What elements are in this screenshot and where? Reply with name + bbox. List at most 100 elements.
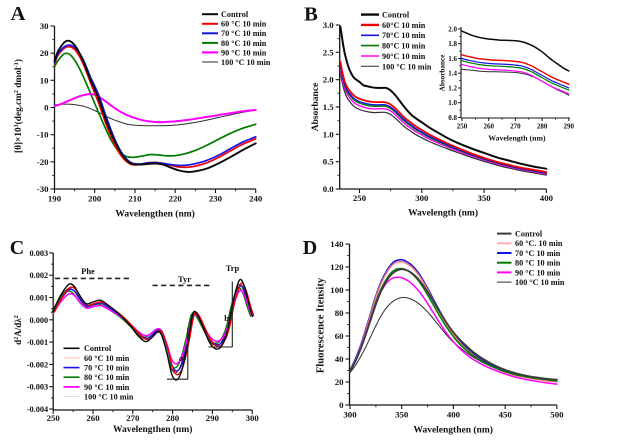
svg-text:280: 280 <box>537 123 548 131</box>
svg-text:120: 120 <box>330 262 344 272</box>
svg-text:200: 200 <box>88 194 102 204</box>
svg-text:Wavelengthen (nm): Wavelengthen (nm) <box>113 424 192 435</box>
svg-text:60 °C 10 min: 60 °C 10 min <box>84 354 130 363</box>
svg-text:80: 80 <box>335 308 344 318</box>
svg-text:260: 260 <box>483 123 494 131</box>
svg-text:100 °C 10 min: 100 °C 10 min <box>221 58 271 67</box>
svg-text:2.0: 2.0 <box>323 75 335 85</box>
svg-text:80 °C 10 min: 80 °C 10 min <box>515 259 561 268</box>
svg-text:400: 400 <box>540 193 554 203</box>
svg-text:70 °C 10 min: 70 °C 10 min <box>515 249 561 258</box>
svg-text:90°C 10 min: 90°C 10 min <box>382 52 426 61</box>
svg-text:Fluorescence Itensity: Fluorescence Itensity <box>316 277 327 373</box>
svg-text:250: 250 <box>457 123 468 131</box>
svg-text:250: 250 <box>353 193 367 203</box>
svg-text:350: 350 <box>395 410 409 420</box>
svg-text:30: 30 <box>40 21 49 31</box>
svg-text:Wavelength (nm): Wavelength (nm) <box>488 134 546 143</box>
svg-text:40: 40 <box>335 354 344 364</box>
svg-text:70 °C 10 min: 70 °C 10 min <box>221 29 267 38</box>
svg-text:Wavelengthen (nm): Wavelengthen (nm) <box>413 425 492 436</box>
svg-text:Control: Control <box>221 10 249 19</box>
svg-text:300: 300 <box>415 193 429 203</box>
svg-text:3.0: 3.0 <box>323 20 335 30</box>
svg-text:-10: -10 <box>37 130 49 140</box>
svg-text:300: 300 <box>246 413 260 423</box>
svg-text:140: 140 <box>330 239 344 249</box>
svg-text:280: 280 <box>166 413 180 423</box>
svg-text:500: 500 <box>550 410 564 420</box>
svg-text:Absorbance: Absorbance <box>311 83 321 132</box>
svg-text:-0.002: -0.002 <box>27 360 48 369</box>
svg-text:Control: Control <box>382 11 410 20</box>
svg-text:290: 290 <box>564 123 575 131</box>
svg-text:Control: Control <box>515 230 543 239</box>
svg-text:0.003: 0.003 <box>30 249 49 258</box>
svg-text:-0.001: -0.001 <box>27 338 48 347</box>
svg-text:60°C 10 min: 60°C 10 min <box>382 21 426 30</box>
svg-text:100: 100 <box>330 285 344 295</box>
svg-text:400: 400 <box>447 410 461 420</box>
svg-text:250: 250 <box>47 413 61 423</box>
svg-text:Tyr: Tyr <box>178 274 191 284</box>
svg-text:Control: Control <box>84 344 112 353</box>
svg-text:1.4: 1.4 <box>448 70 457 78</box>
svg-text:290: 290 <box>206 413 220 423</box>
svg-text:20: 20 <box>40 48 49 58</box>
svg-text:0.000: 0.000 <box>30 316 49 325</box>
svg-text:d2A/dλ2: d2A/dλ2 <box>13 315 23 345</box>
svg-text:190: 190 <box>48 194 62 204</box>
svg-text:Wavelength (nm): Wavelength (nm) <box>408 208 478 219</box>
svg-text:1.0: 1.0 <box>448 99 457 107</box>
svg-text:80 °C 10 min: 80 °C 10 min <box>221 39 267 48</box>
svg-text:-0.004: -0.004 <box>27 405 48 414</box>
svg-text:230: 230 <box>209 194 223 204</box>
svg-text:D: D <box>303 237 317 259</box>
svg-text:1.2: 1.2 <box>448 84 457 92</box>
svg-text:240: 240 <box>249 194 263 204</box>
svg-text:-20: -20 <box>37 157 49 167</box>
svg-text:[θ]×103(deg.cm2 dmol-1): [θ]×103(deg.cm2 dmol-1) <box>13 59 24 153</box>
svg-text:10: 10 <box>40 75 49 85</box>
svg-text:60 °C. 10 min: 60 °C. 10 min <box>515 239 563 248</box>
svg-text:2.0: 2.0 <box>448 25 457 33</box>
svg-text:b: b <box>224 313 229 323</box>
svg-text:100 °C 10 min: 100 °C 10 min <box>84 392 134 401</box>
svg-text:0.5: 0.5 <box>323 157 335 167</box>
svg-text:Trp: Trp <box>226 263 240 273</box>
svg-text:1.0: 1.0 <box>323 129 335 139</box>
svg-text:1.6: 1.6 <box>448 55 457 63</box>
svg-text:Absorbance: Absorbance <box>439 55 447 92</box>
svg-text:100 °C 10 min: 100 °C 10 min <box>382 62 432 71</box>
svg-text:270: 270 <box>510 123 521 131</box>
svg-text:60: 60 <box>335 331 344 341</box>
svg-text:220: 220 <box>169 194 183 204</box>
svg-text:210: 210 <box>128 194 142 204</box>
svg-text:90 °C 10 min: 90 °C 10 min <box>515 268 561 277</box>
svg-text:Phe: Phe <box>81 266 95 276</box>
svg-text:260: 260 <box>86 413 100 423</box>
svg-text:60 °C 10 min: 60 °C 10 min <box>221 20 267 29</box>
svg-text:350: 350 <box>477 193 491 203</box>
svg-text:20: 20 <box>335 377 344 387</box>
svg-text:80 °C 10 min: 80 °C 10 min <box>84 373 130 382</box>
svg-text:0: 0 <box>339 400 344 410</box>
svg-text:0.0: 0.0 <box>323 184 335 194</box>
svg-text:90 °C 10 min: 90 °C 10 min <box>221 48 267 57</box>
svg-text:-0.003: -0.003 <box>27 383 48 392</box>
svg-text:0.8: 0.8 <box>448 114 457 122</box>
svg-text:a: a <box>179 353 184 363</box>
svg-text:90 °C 10 min: 90 °C 10 min <box>84 383 130 392</box>
svg-text:1.5: 1.5 <box>323 102 335 112</box>
svg-text:B: B <box>304 4 318 26</box>
svg-text:270: 270 <box>126 413 140 423</box>
svg-text:A: A <box>11 3 26 25</box>
svg-text:300: 300 <box>343 410 357 420</box>
svg-text:0.002: 0.002 <box>30 271 49 280</box>
svg-text:70 °C 10 min: 70 °C 10 min <box>84 364 130 373</box>
svg-text:0: 0 <box>44 103 49 113</box>
svg-text:Wavelengthen (nm): Wavelengthen (nm) <box>115 209 194 220</box>
svg-text:C: C <box>10 237 24 259</box>
svg-text:-30: -30 <box>37 184 49 194</box>
svg-text:70°C 10 min: 70°C 10 min <box>382 31 426 40</box>
